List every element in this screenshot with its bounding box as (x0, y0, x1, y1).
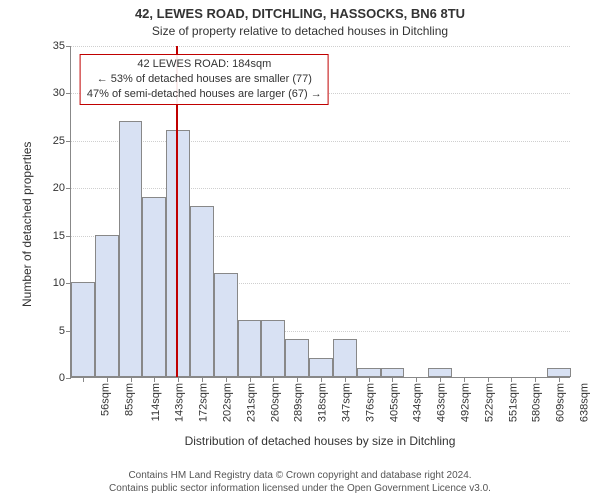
histogram-bar (381, 368, 405, 377)
x-tick-label: 318sqm (317, 383, 329, 422)
histogram-bar (142, 197, 166, 377)
histogram-bar (71, 282, 95, 377)
x-tick-mark (154, 377, 155, 382)
x-tick-label: 56sqm (99, 383, 111, 416)
x-tick-label: 347sqm (341, 383, 353, 422)
x-tick-label: 492sqm (460, 383, 472, 422)
x-tick-mark (226, 377, 227, 382)
x-tick-label: 114sqm (150, 383, 162, 421)
x-tick-label: 202sqm (222, 383, 234, 422)
x-tick-label: 376sqm (364, 383, 376, 422)
y-tick-label: 5 (59, 325, 65, 337)
histogram-bar (190, 206, 214, 377)
x-tick-label: 405sqm (388, 383, 400, 422)
x-axis-label: Distribution of detached houses by size … (70, 434, 570, 448)
histogram-bar (238, 320, 262, 377)
y-tick-label: 30 (53, 87, 65, 99)
y-tick-mark (66, 141, 71, 142)
gridline (71, 46, 570, 47)
x-tick-mark (178, 377, 179, 382)
annotation-box: 42 LEWES ROAD: 184sqm ← 53% of detached h… (80, 54, 329, 105)
x-tick-mark (107, 377, 108, 382)
histogram-bar (166, 130, 190, 377)
histogram-bar (309, 358, 333, 377)
x-tick-mark (559, 377, 560, 382)
x-tick-mark (416, 377, 417, 382)
license-line1: Contains HM Land Registry data © Crown c… (128, 470, 471, 481)
x-tick-label: 289sqm (293, 383, 305, 422)
x-tick-label: 522sqm (483, 383, 495, 422)
annotation-line1: 42 LEWES ROAD: 184sqm (137, 58, 271, 70)
x-tick-mark (250, 377, 251, 382)
y-axis-label: Number of detached properties (20, 142, 34, 307)
chart-title-line1: 42, LEWES ROAD, DITCHLING, HASSOCKS, BN6… (0, 6, 600, 21)
x-tick-label: 231sqm (245, 383, 257, 422)
x-tick-mark (535, 377, 536, 382)
x-tick-mark (321, 377, 322, 382)
x-tick-label: 260sqm (269, 383, 281, 422)
y-tick-label: 25 (53, 135, 65, 147)
gridline (71, 188, 570, 189)
chart-container: 42, LEWES ROAD, DITCHLING, HASSOCKS, BN6… (0, 0, 600, 500)
x-tick-label: 463sqm (436, 383, 448, 422)
x-tick-mark (511, 377, 512, 382)
x-tick-mark (464, 377, 465, 382)
x-tick-mark (83, 377, 84, 382)
x-tick-mark (202, 377, 203, 382)
x-tick-label: 434sqm (412, 383, 424, 422)
y-tick-label: 35 (53, 40, 65, 52)
x-tick-label: 85sqm (123, 383, 135, 416)
y-tick-label: 20 (53, 182, 65, 194)
license-line2: Contains public sector information licen… (109, 483, 491, 494)
x-tick-mark (273, 377, 274, 382)
histogram-bar (333, 339, 357, 377)
histogram-bar (261, 320, 285, 377)
y-tick-mark (66, 236, 71, 237)
x-tick-label: 609sqm (555, 383, 567, 422)
y-tick-label: 15 (53, 230, 65, 242)
histogram-bar (428, 368, 452, 377)
histogram-bar (119, 121, 143, 377)
license-text: Contains HM Land Registry data © Crown c… (0, 470, 600, 495)
annotation-line2: ← 53% of detached houses are smaller (77… (97, 73, 312, 85)
x-tick-label: 143sqm (174, 383, 186, 422)
x-tick-mark (297, 377, 298, 382)
x-tick-label: 172sqm (198, 383, 210, 422)
y-tick-label: 10 (53, 277, 65, 289)
x-tick-mark (345, 377, 346, 382)
x-tick-label: 551sqm (507, 383, 519, 422)
plot-area: 0510152025303556sqm85sqm114sqm143sqm172s… (70, 46, 570, 378)
gridline (71, 141, 570, 142)
chart-title-line2: Size of property relative to detached ho… (0, 24, 600, 38)
y-tick-mark (66, 93, 71, 94)
histogram-bar (214, 273, 238, 377)
x-tick-label: 638sqm (579, 383, 591, 422)
annotation-line3: 47% of semi-detached houses are larger (… (87, 88, 322, 100)
x-tick-mark (440, 377, 441, 382)
x-tick-mark (392, 377, 393, 382)
x-tick-mark (369, 377, 370, 382)
x-tick-label: 580sqm (531, 383, 543, 422)
histogram-bar (95, 235, 119, 377)
y-tick-label: 0 (59, 372, 65, 384)
histogram-bar (547, 368, 571, 377)
x-tick-mark (488, 377, 489, 382)
y-tick-mark (66, 46, 71, 47)
y-tick-mark (66, 188, 71, 189)
x-tick-mark (131, 377, 132, 382)
y-tick-mark (66, 378, 71, 379)
histogram-bar (357, 368, 381, 377)
histogram-bar (285, 339, 309, 377)
